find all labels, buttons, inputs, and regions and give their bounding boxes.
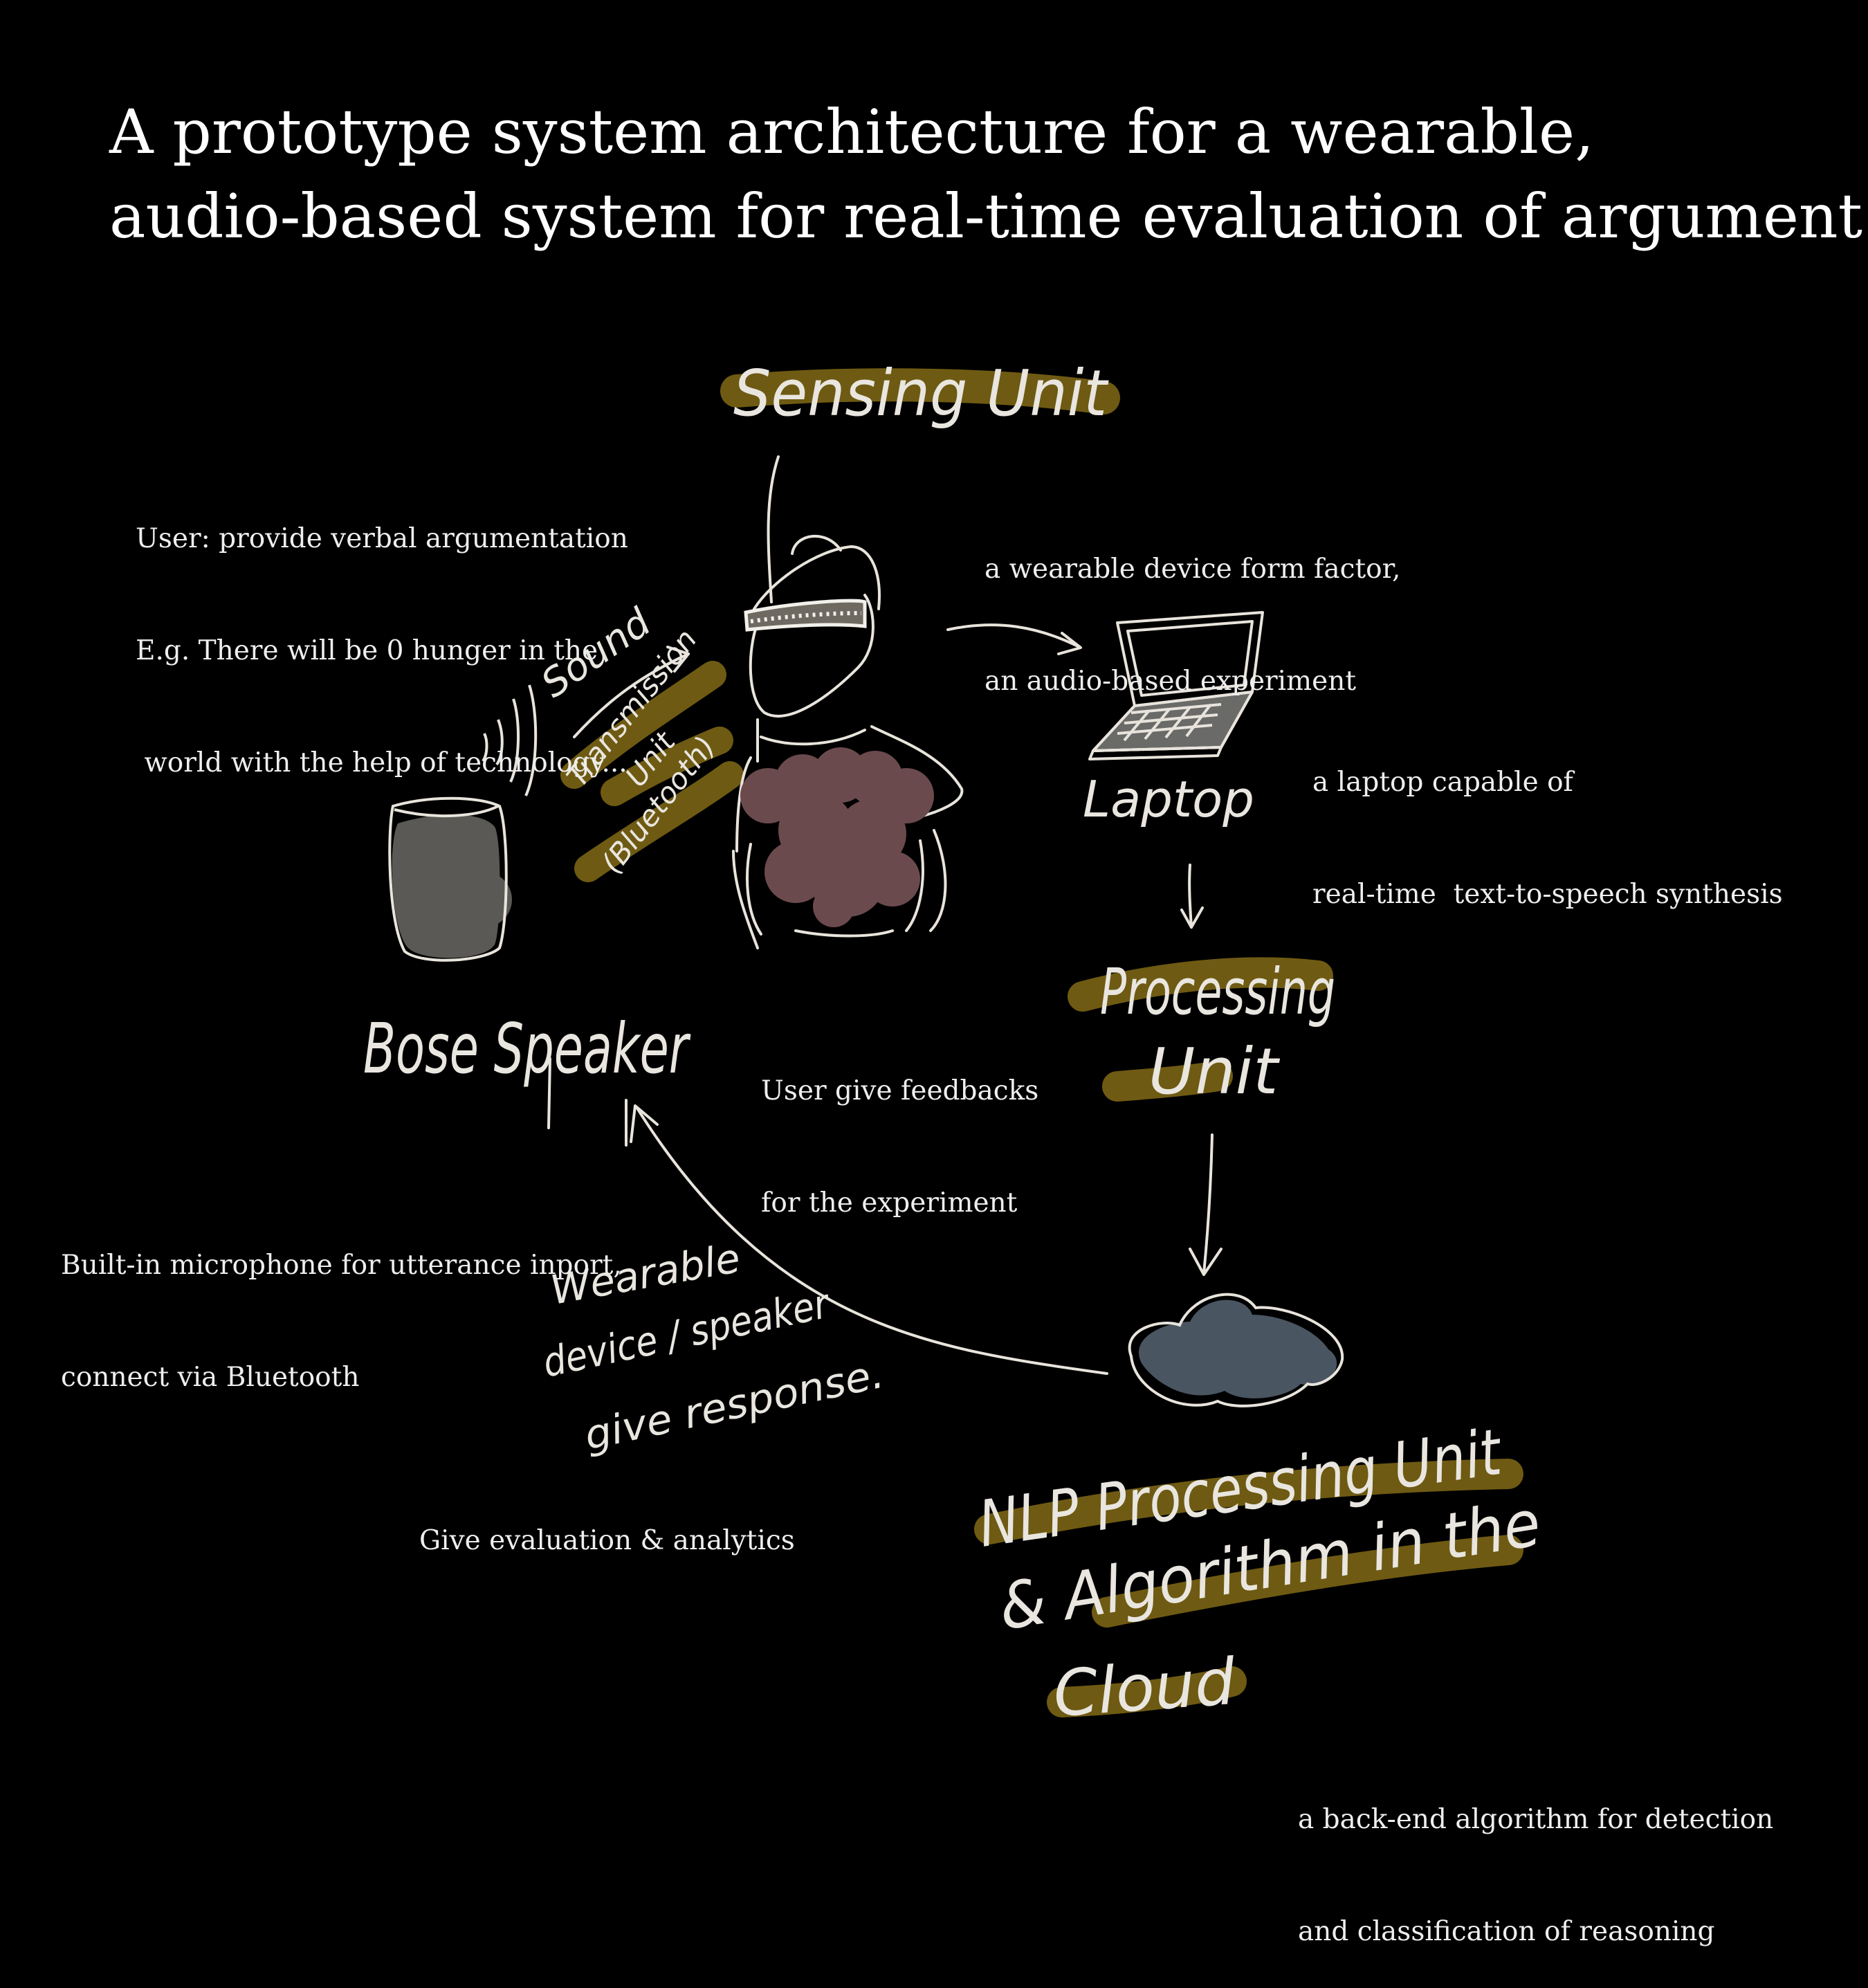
processing-arrow xyxy=(1188,864,1193,929)
user-argument-note: User: provide verbal argumentation E.g. … xyxy=(136,523,628,778)
laptop-note: a laptop capable of real-time text-to-sp… xyxy=(1312,767,1783,910)
architecture-diagram: Sensing Unit Sound Transmission Unit (Bl… xyxy=(363,356,1546,1731)
title-line-1: A prototype system architecture for a we… xyxy=(109,96,1595,167)
body-fill xyxy=(740,747,934,927)
nlp-label-3: Cloud xyxy=(1051,1645,1238,1731)
laptop-label: Laptop xyxy=(1083,770,1254,828)
feedback-note: User give feedbacks for the experiment xyxy=(761,1075,1039,1219)
speaker-icon xyxy=(388,684,538,962)
highlights xyxy=(560,368,1523,1717)
wearable-note: a wearable device form factor, an audio-… xyxy=(985,554,1401,697)
bose-speaker-label: Bose Speaker xyxy=(363,1008,691,1089)
evaluation-note: Give evaluation & analytics xyxy=(419,1525,795,1556)
sensing-unit-label: Sensing Unit xyxy=(733,356,1109,430)
processing-label: Processing xyxy=(1100,955,1335,1029)
person-icon xyxy=(732,455,964,949)
arrows xyxy=(547,623,1223,1375)
headband-icon xyxy=(744,599,867,632)
laptop-arrow xyxy=(946,623,1081,648)
cloud-icon xyxy=(1128,1293,1344,1407)
sound-arrow xyxy=(573,653,690,738)
title-line-2: audio-based system for real-time evaluat… xyxy=(109,181,1862,252)
backend-note: a back-end algorithm for detection and c… xyxy=(1298,1804,1774,1947)
processing-unit-label: Unit xyxy=(1148,1034,1280,1109)
response-arrow xyxy=(635,1106,1108,1375)
laptop-icon xyxy=(1088,611,1264,760)
diagram-title: A prototype system architecture for a we… xyxy=(109,90,1862,259)
microphone-note: Built-in microphone for utterance inport… xyxy=(61,1250,622,1393)
cloud-arrow xyxy=(1202,1133,1214,1275)
